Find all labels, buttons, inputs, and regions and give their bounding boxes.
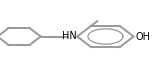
- Text: HN: HN: [62, 31, 76, 41]
- Text: OH: OH: [136, 32, 151, 41]
